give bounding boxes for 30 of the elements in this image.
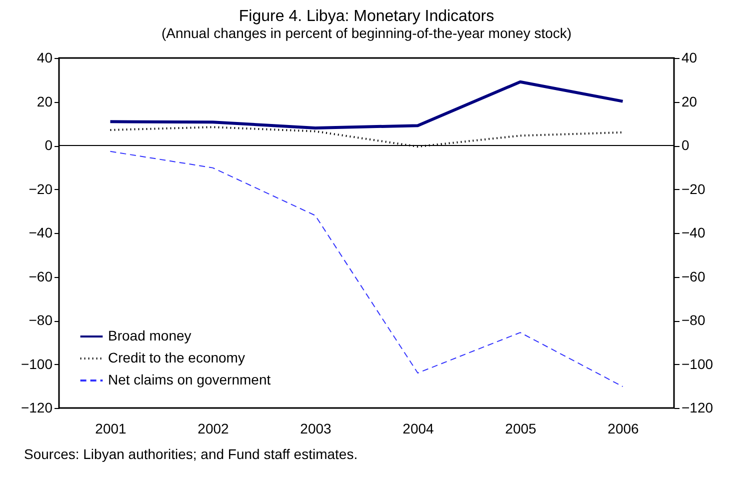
y2-tick-label: 0 <box>682 137 690 153</box>
chart-title: Figure 4. Libya: Monetary Indicators <box>238 8 494 25</box>
y2-tick-label: 40 <box>682 50 698 66</box>
chart-subtitle: (Annual changes in percent of beginning-of-the-year money stock) <box>161 25 572 41</box>
y2-tick-label: 20 <box>682 93 698 110</box>
legend-label: Net claims on government <box>108 372 271 388</box>
y-tick-label: −60 <box>28 268 53 284</box>
y2-tick-label: −60 <box>682 268 706 284</box>
x-tick-label: 2001 <box>95 420 127 436</box>
y2-tick-label: −40 <box>682 224 706 240</box>
x-tick-label: 2003 <box>300 420 332 436</box>
source-note: Sources: Libyan authorities; and Fund staff estimates. <box>24 446 358 462</box>
y2-tick-label: −100 <box>682 356 714 372</box>
x-tick-label: 2006 <box>608 420 640 436</box>
y-tick-label: −40 <box>28 224 53 240</box>
y-tick-label: 0 <box>44 137 53 153</box>
y2-tick-label: −20 <box>682 180 706 197</box>
legend-label: Broad money <box>108 328 192 344</box>
y2-tick-label: −120 <box>682 400 714 416</box>
y-tick-label: −120 <box>20 400 53 416</box>
x-tick-label: 2005 <box>505 420 537 436</box>
x-tick-label: 2002 <box>198 420 230 436</box>
y-tick-label: −20 <box>28 180 53 197</box>
y2-tick-label: −80 <box>682 312 706 328</box>
y-tick-label: −100 <box>20 356 53 372</box>
y-tick-label: 40 <box>36 50 53 66</box>
legend-label: Credit to the economy <box>108 350 245 366</box>
x-tick-label: 2004 <box>402 420 434 436</box>
y-tick-label: 20 <box>36 93 53 110</box>
y-tick-label: −80 <box>28 312 53 328</box>
